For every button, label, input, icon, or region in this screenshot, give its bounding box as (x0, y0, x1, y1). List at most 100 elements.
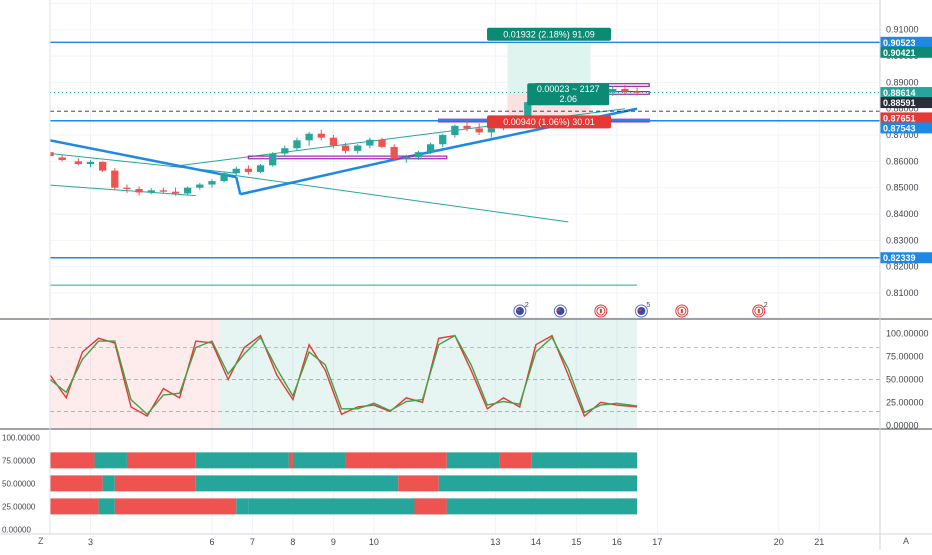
strip-0-segment-4[interactable] (288, 452, 293, 469)
strip-2-segment-3[interactable] (236, 498, 249, 515)
time-tick-label: 10 (369, 537, 379, 547)
candle-5[interactable] (111, 167, 119, 191)
candle-29[interactable] (402, 154, 410, 163)
position-stop-label[interactable]: 0.00940 (1.06%) 30.01 (487, 115, 612, 129)
candle-21[interactable] (305, 131, 313, 146)
candle-27[interactable] (378, 137, 386, 149)
candle-47[interactable] (621, 85, 629, 95)
candle-7[interactable] (135, 186, 143, 196)
auto-scale-button[interactable]: A (903, 536, 909, 546)
strip-2-segment-6[interactable] (446, 498, 638, 515)
event-marker-aud-icon[interactable]: 5 (634, 302, 650, 318)
candle-1[interactable] (58, 154, 66, 162)
candle-20[interactable] (293, 137, 301, 151)
candle-0[interactable] (46, 150, 54, 158)
strip-0-segment-1[interactable] (94, 452, 127, 469)
oscillator-pane[interactable] (50, 320, 880, 428)
candle-11[interactable] (184, 186, 192, 196)
candle-2[interactable] (74, 158, 82, 166)
oscillator-axis[interactable]: 100.00000 75.00000 50.00000 25.00000 0.00000 (886, 329, 929, 431)
candle-8[interactable] (147, 188, 155, 195)
event-marker-cad-icon[interactable] (594, 304, 608, 318)
strip-0-segment-8[interactable] (499, 452, 532, 469)
strip-1-segment-3[interactable] (195, 475, 399, 492)
price-badge-6[interactable]: 0.82339 (880, 252, 932, 264)
price-axis[interactable]: 0.910000.900000.890000.880000.870000.860… (880, 25, 932, 298)
strip-0-segment-6[interactable] (345, 452, 447, 469)
strip-2-segment-2[interactable] (114, 498, 237, 515)
event-marker-cad-icon[interactable]: 2 (752, 302, 768, 318)
time-axis[interactable]: 3 6 7 8 9 10 13 14 15 16 17 20 21 (88, 537, 824, 547)
price-badge-4[interactable]: 0.87651 (880, 112, 932, 124)
strip-0-segment-3[interactable] (195, 452, 289, 469)
oscillator-series-1[interactable] (50, 334, 638, 416)
strip-0-segment-7[interactable] (446, 452, 500, 469)
candle-25[interactable] (354, 144, 362, 154)
strip-0-segment-9[interactable] (531, 452, 638, 469)
candle-15[interactable] (232, 166, 240, 176)
trend-strip-pane[interactable] (50, 452, 638, 515)
strip-0-segment-2[interactable] (126, 452, 196, 469)
position-target-label[interactable]: 0.01932 (2.18%) 91.09 (487, 27, 612, 41)
strip-1-segment-4[interactable] (398, 475, 439, 492)
candle-23[interactable] (329, 135, 338, 149)
strip-2-segment-4[interactable] (248, 498, 447, 515)
candle-28[interactable] (390, 144, 398, 162)
candle-22[interactable] (317, 129, 325, 141)
candle-48[interactable] (633, 87, 641, 96)
event-marker-aud-icon[interactable] (553, 304, 567, 318)
trend-line-3[interactable] (228, 174, 569, 223)
trend-line-5[interactable] (235, 176, 242, 195)
price-badge-0[interactable]: 0.90523 (880, 36, 932, 48)
strip-1-segment-1[interactable] (102, 475, 115, 492)
trend-strip-axis[interactable]: 100.00000 75.00000 50.00000 25.00000 0.00000 (2, 433, 40, 534)
candle-13[interactable] (208, 179, 216, 188)
price-tick-label: 0.83000 (886, 235, 919, 245)
strip-2-segment-5[interactable] (414, 498, 447, 515)
trend-line-6[interactable] (240, 157, 399, 196)
candle-16[interactable] (244, 165, 253, 175)
candle-3[interactable] (86, 160, 95, 168)
candle-10[interactable] (171, 187, 180, 196)
candle-31[interactable] (426, 142, 435, 154)
trend-line-4[interactable] (50, 139, 237, 179)
candle-24[interactable] (341, 142, 350, 154)
strip-2-segment-0[interactable] (50, 498, 99, 515)
trend-line-1[interactable] (50, 184, 196, 197)
candle-30[interactable] (414, 150, 423, 161)
candle-19[interactable] (281, 145, 289, 157)
strip-1-segment-5[interactable] (438, 475, 638, 492)
candle-18[interactable] (269, 152, 277, 167)
candle-34[interactable] (463, 119, 471, 132)
price-tick-label: 0.84000 (886, 209, 919, 219)
candle-46[interactable] (609, 86, 617, 97)
candle-32[interactable] (439, 133, 447, 147)
strip-1-segment-0[interactable] (50, 475, 103, 492)
price-badge-3[interactable]: 0.88591 (880, 97, 932, 109)
strip-0-segment-5[interactable] (292, 452, 346, 469)
price-badge-5[interactable]: 0.87543 (880, 122, 932, 133)
candle-6[interactable] (123, 184, 131, 193)
strip-1-segment-2[interactable] (114, 475, 196, 492)
strip-2-segment-1[interactable] (98, 498, 115, 515)
price-badge-1[interactable]: 0.90421 (880, 46, 932, 58)
candle-33[interactable] (451, 124, 459, 138)
strip-0-segment-0[interactable] (50, 452, 95, 469)
corner-left-button[interactable]: Z (38, 536, 44, 546)
candle-4[interactable] (98, 161, 107, 172)
candle-12[interactable] (196, 182, 204, 190)
price-badge-2[interactable]: 0.88614 (880, 87, 932, 99)
candle-9[interactable] (159, 187, 168, 194)
candle-26[interactable] (366, 137, 374, 149)
candle-14[interactable] (220, 171, 228, 183)
candle-17[interactable] (256, 164, 265, 174)
event-marker-cad-icon[interactable] (675, 304, 689, 318)
oscillator-series-0[interactable] (50, 334, 638, 418)
candle-35[interactable] (475, 123, 483, 136)
zone-box-9[interactable] (247, 155, 448, 160)
event-marker-aud-icon[interactable]: 2 (513, 302, 529, 318)
